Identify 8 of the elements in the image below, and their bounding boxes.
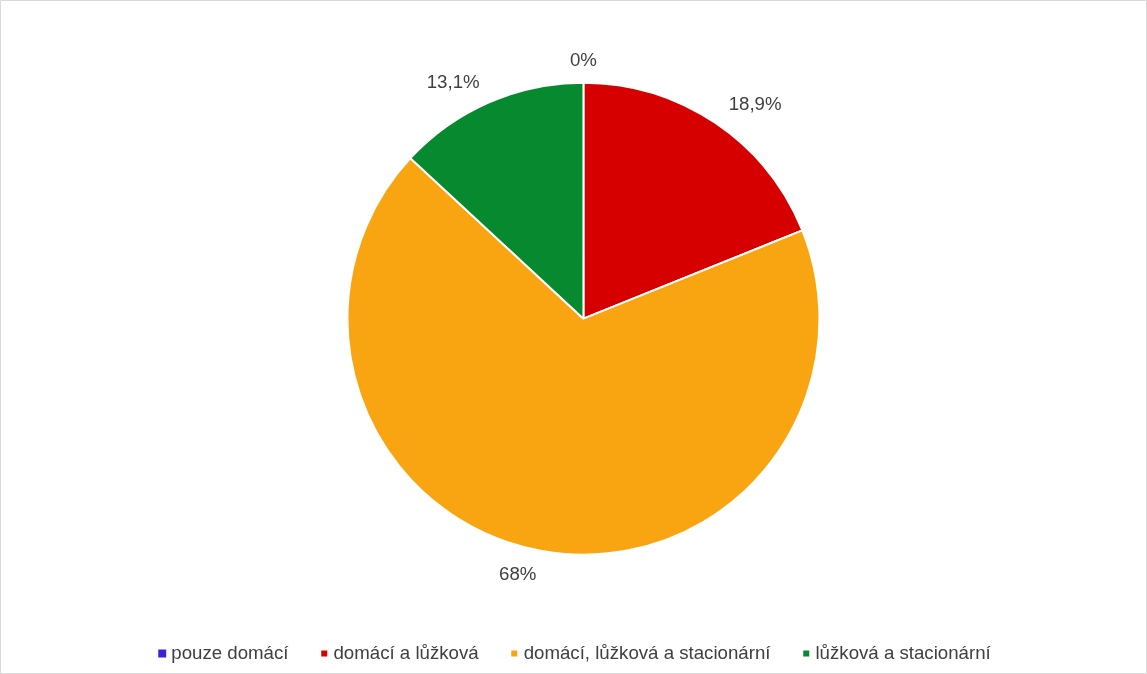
data-label: 13,1% [426, 70, 480, 92]
data-label: 18,9% [728, 93, 782, 115]
legend-label: pouze domácí [171, 642, 289, 664]
legend-label: domácí, lůžková a stacionární [523, 642, 771, 664]
data-label: 68% [499, 563, 537, 585]
text: 0% [569, 48, 597, 70]
legend-label: domácí a lůžková [333, 642, 479, 664]
legend-label: lůžková a stacionární [815, 642, 991, 664]
